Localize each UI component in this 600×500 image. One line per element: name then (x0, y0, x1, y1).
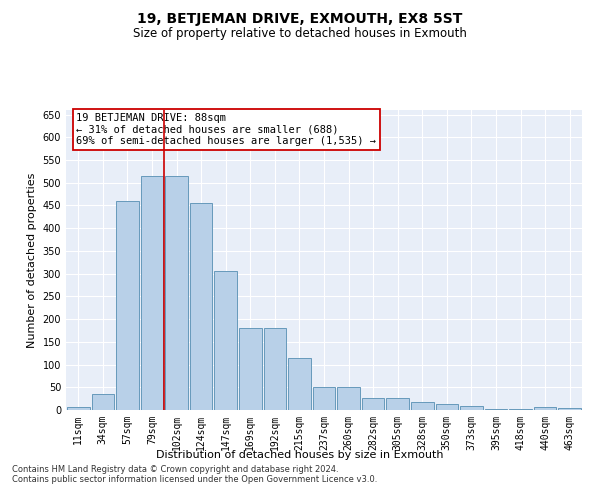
Bar (386, 398, 409, 410)
Bar (559, 408, 581, 410)
Bar (140, 176, 163, 410)
Text: Size of property relative to detached houses in Exmouth: Size of property relative to detached ho… (133, 28, 467, 40)
Bar (509, 409, 532, 410)
Bar (436, 404, 458, 410)
Text: Contains HM Land Registry data © Crown copyright and database right 2024.: Contains HM Land Registry data © Crown c… (12, 466, 338, 474)
Bar (190, 203, 212, 410)
Bar (288, 358, 311, 410)
Text: 19, BETJEMAN DRIVE, EXMOUTH, EX8 5ST: 19, BETJEMAN DRIVE, EXMOUTH, EX8 5ST (137, 12, 463, 26)
Bar (263, 328, 286, 410)
Bar (337, 388, 360, 410)
Bar (534, 407, 556, 410)
Text: 19 BETJEMAN DRIVE: 88sqm
← 31% of detached houses are smaller (688)
69% of semi-: 19 BETJEMAN DRIVE: 88sqm ← 31% of detach… (76, 113, 376, 146)
Bar (239, 328, 262, 410)
Bar (485, 409, 508, 410)
Bar (214, 272, 237, 410)
Bar (460, 406, 483, 410)
Bar (165, 176, 188, 410)
Y-axis label: Number of detached properties: Number of detached properties (27, 172, 37, 348)
Text: Distribution of detached houses by size in Exmouth: Distribution of detached houses by size … (156, 450, 444, 460)
Bar (313, 388, 335, 410)
Bar (362, 398, 385, 410)
Bar (411, 402, 434, 410)
Bar (92, 394, 114, 410)
Bar (67, 407, 89, 410)
Bar (116, 201, 139, 410)
Text: Contains public sector information licensed under the Open Government Licence v3: Contains public sector information licen… (12, 476, 377, 484)
